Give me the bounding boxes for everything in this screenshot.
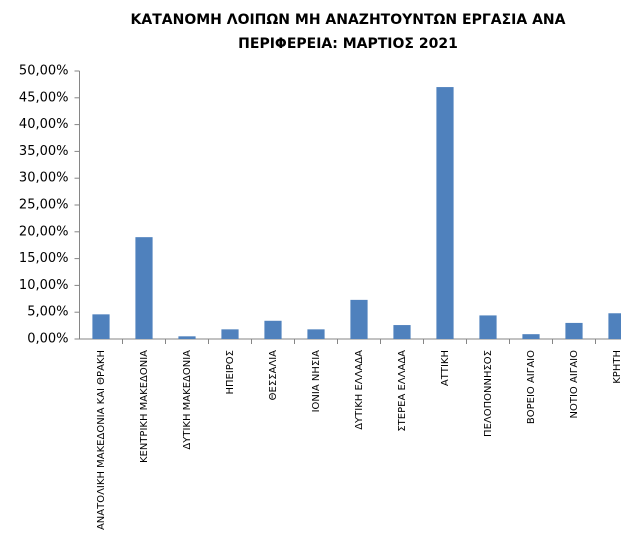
bar	[565, 322, 583, 339]
y-tick-label: 50,00%	[19, 64, 69, 79]
bar	[350, 299, 368, 339]
x-tick-label: ΑΤΤΙΚΗ	[440, 350, 451, 386]
y-tick-label: 10,00%	[19, 278, 69, 293]
bar	[393, 325, 411, 339]
x-tick-label: ΗΠΕΙΡΟΣ	[225, 350, 236, 395]
chart-title: ΠΕΡΙΦΕΡΕΙΑ: ΜΑΡΤΙΟΣ 2021	[238, 36, 458, 52]
bar	[92, 314, 110, 339]
y-tick-label: 15,00%	[19, 251, 69, 266]
bar	[178, 336, 196, 339]
chart-title: ΚΑΤΑΝΟΜΗ ΛΟΙΠΩΝ ΜΗ ΑΝΑΖΗΤΟΥΝΤΩΝ ΕΡΓΑΣΙΑ …	[131, 12, 566, 28]
x-tick-label: ΣΤΕΡΕΑ ΕΛΛΑΔΑ	[397, 350, 408, 432]
x-tick-label: ΔΥΤΙΚΗ ΕΛΛΑΔΑ	[354, 350, 365, 430]
y-tick-label: 35,00%	[19, 144, 69, 159]
y-tick-label: 45,00%	[19, 90, 69, 105]
x-tick-label: ΘΕΣΣΑΛΙΑ	[268, 350, 279, 400]
y-tick-label: 0,00%	[27, 332, 68, 347]
bar	[479, 315, 497, 339]
bar	[221, 329, 239, 339]
y-tick-label: 40,00%	[19, 117, 69, 132]
x-tick-label: ΝΟΤΙΟ ΑΙΓΑΙΟ	[569, 350, 580, 419]
bar	[264, 320, 282, 339]
x-tick-label: ΒΟΡΕΙΟ ΑΙΓΑΙΟ	[526, 350, 537, 424]
bar	[307, 329, 325, 339]
x-tick-label: ΚΕΝΤΡΙΚΗ ΜΑΚΕΔΟΝΙΑ	[139, 350, 150, 463]
x-tick-label: ΑΝΑΤΟΛΙΚΗ ΜΑΚΕΔΟΝΙΑ ΚΑΙ ΘΡΑΚΗ	[96, 350, 107, 530]
y-tick-label: 20,00%	[19, 224, 69, 239]
y-tick-label: 30,00%	[19, 171, 69, 186]
y-tick-label: 25,00%	[19, 198, 69, 213]
bar	[436, 87, 454, 339]
x-tick-label: ΙΟΝΙΑ ΝΗΣΙΑ	[311, 350, 322, 413]
x-tick-label: ΚΡΗΤΗ	[612, 350, 621, 384]
x-tick-label: ΔΥΤΙΚΗ ΜΑΚΕΔΟΝΙΑ	[182, 350, 193, 450]
bar	[608, 313, 621, 339]
bar	[522, 334, 540, 339]
y-tick-label: 5,00%	[27, 305, 68, 320]
bar	[135, 237, 153, 339]
x-tick-label: ΠΕΛΟΠΟΝΝΗΣΟΣ	[483, 350, 494, 437]
